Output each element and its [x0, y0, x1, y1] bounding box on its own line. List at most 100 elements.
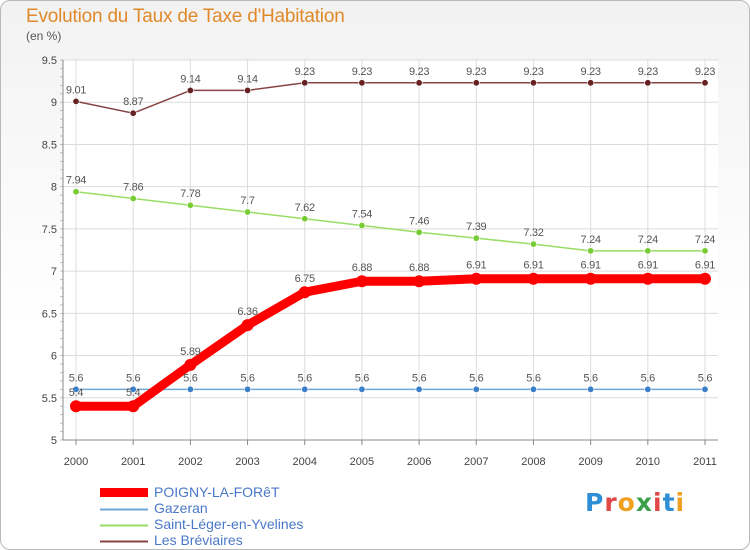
data-point	[644, 247, 652, 255]
data-point	[184, 358, 197, 371]
data-point	[301, 79, 309, 87]
y-tick-label: 7	[51, 266, 57, 278]
logo-letter: i	[675, 488, 686, 517]
data-point	[358, 385, 366, 393]
data-label: 9.23	[466, 66, 486, 78]
data-point	[70, 400, 82, 413]
legend-label-poigny: POIGNY-LA-FORêT	[154, 484, 280, 500]
data-point	[413, 275, 426, 288]
data-label: 9.23	[695, 66, 715, 78]
x-tick-label: 2001	[121, 456, 145, 468]
data-label: 7.78	[180, 188, 200, 200]
data-point	[699, 272, 711, 285]
data-label: 9.23	[295, 66, 315, 78]
data-point	[186, 86, 194, 94]
data-point	[298, 286, 311, 299]
data-label: 5.89	[180, 346, 200, 358]
data-label: 6.36	[237, 306, 257, 318]
data-point	[587, 247, 595, 255]
data-point	[358, 79, 366, 87]
data-point	[587, 385, 595, 393]
chart-subtitle: (en %)	[26, 29, 62, 43]
data-point	[587, 79, 595, 87]
x-tick-label: 2011	[693, 456, 717, 468]
data-label: 8.87	[123, 96, 143, 108]
data-label: 5.6	[526, 372, 541, 384]
logo-letter: t	[662, 488, 676, 517]
data-point	[415, 228, 423, 236]
data-point	[415, 79, 423, 87]
data-label: 9.23	[352, 66, 372, 78]
logo-letter: r	[604, 488, 618, 517]
data-label: 7.32	[523, 227, 543, 239]
data-point	[527, 272, 540, 285]
data-point	[241, 319, 254, 332]
series-line	[71, 274, 710, 411]
legend-swatch-breviaires	[100, 540, 148, 543]
data-label: 5.6	[126, 372, 141, 384]
logo-letter: x	[635, 488, 653, 517]
x-tick-label: 2000	[64, 456, 88, 468]
data-label: 9.14	[180, 73, 200, 85]
data-label: 6.91	[581, 260, 601, 272]
legend-swatch-poigny	[100, 488, 148, 497]
y-tick-label: 5.5	[42, 393, 57, 405]
x-tick-label: 2009	[578, 456, 602, 468]
data-label: 5.6	[183, 372, 198, 384]
data-point	[470, 272, 483, 285]
data-label: 6.88	[352, 262, 372, 274]
data-point	[72, 97, 80, 105]
series-line	[75, 190, 706, 252]
data-label: 7.24	[638, 234, 658, 246]
data-label: 5.4	[69, 387, 84, 399]
data-label: 7.94	[66, 175, 86, 187]
logo-letter: i	[653, 488, 663, 517]
data-point	[701, 247, 709, 255]
data-point	[72, 385, 80, 393]
data-point	[244, 86, 252, 94]
y-tick-label: 7.5	[42, 224, 57, 236]
y-tick-label: 5	[51, 435, 57, 447]
data-point	[529, 385, 537, 393]
legend-label-gazeran: Gazeran	[154, 500, 208, 516]
data-label: 9.23	[409, 66, 429, 78]
data-point	[701, 385, 709, 393]
x-tick-label: 2007	[464, 456, 488, 468]
y-tick-label: 8	[51, 182, 57, 194]
data-point	[186, 201, 194, 209]
x-tick-label: 2010	[636, 456, 660, 468]
x-tick-label: 2008	[521, 456, 545, 468]
data-label: 7.86	[123, 181, 143, 193]
data-label: 7.62	[295, 202, 315, 214]
data-label: 7.24	[695, 234, 715, 246]
data-point	[701, 79, 709, 87]
data-label: 5.6	[355, 372, 370, 384]
logo-letter: o	[617, 488, 636, 517]
data-point	[644, 385, 652, 393]
x-tick-label: 2006	[407, 456, 431, 468]
data-point	[129, 194, 137, 202]
data-label: 9.23	[581, 66, 601, 78]
data-label: 6.91	[523, 260, 543, 272]
data-point	[244, 208, 252, 216]
data-label: 9.14	[237, 73, 257, 85]
data-point	[472, 385, 480, 393]
data-point	[529, 240, 537, 248]
legend-label-breviaires: Les Bréviaires	[154, 532, 243, 548]
y-tick-label: 9.5	[42, 55, 57, 67]
data-point	[127, 400, 140, 413]
data-point	[472, 79, 480, 87]
x-tick-label: 2005	[350, 456, 374, 468]
data-label: 7.46	[409, 215, 429, 227]
legend-swatch-gazeran	[100, 508, 148, 511]
x-tick-label: 2003	[235, 456, 259, 468]
data-label: 5.6	[69, 372, 84, 384]
chart-title: Evolution du Taux de Taxe d'Habitation	[26, 6, 345, 27]
data-label: 7.54	[352, 209, 372, 221]
data-label: 5.4	[126, 387, 141, 399]
data-point	[529, 79, 537, 87]
data-point	[129, 109, 137, 117]
proxiti-logo: Proxiti	[585, 488, 685, 517]
y-tick-label: 9	[51, 97, 57, 109]
data-point	[301, 385, 309, 393]
